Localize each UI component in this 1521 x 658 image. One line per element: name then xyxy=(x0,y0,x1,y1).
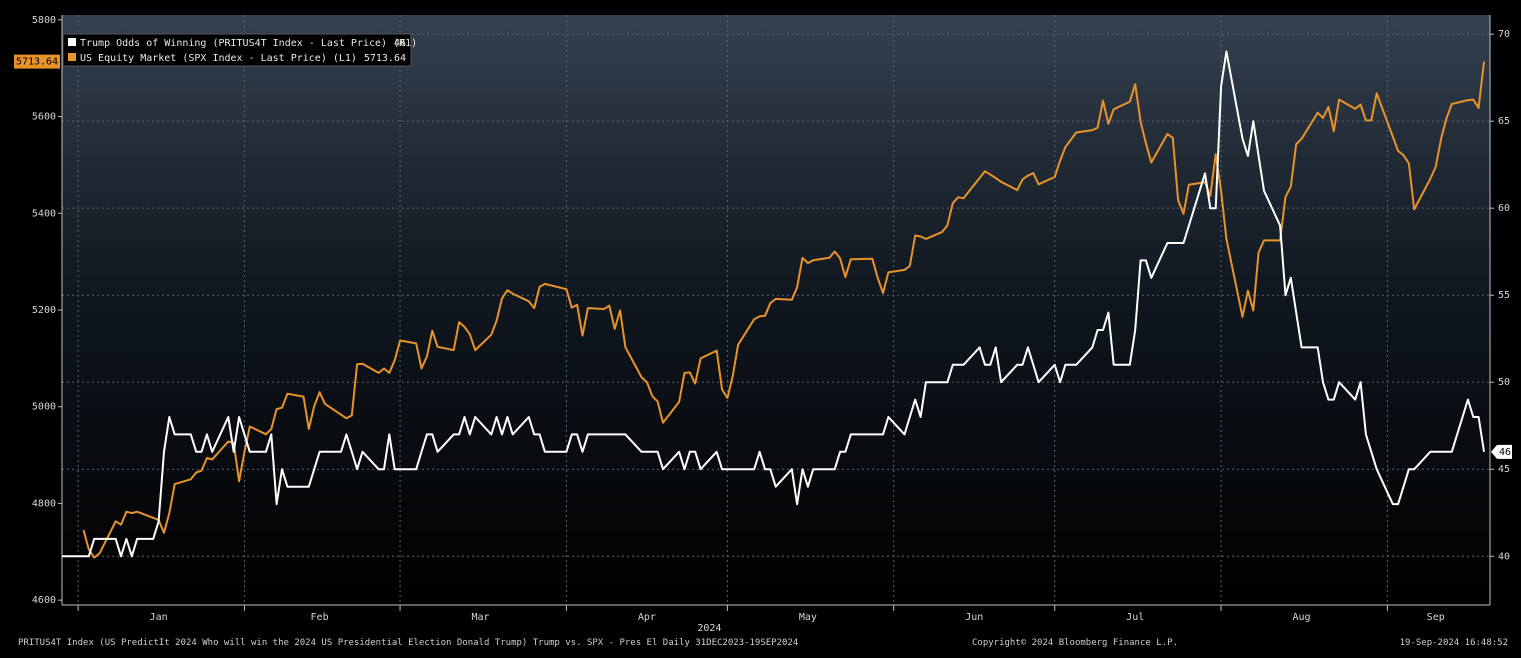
footer-description: PRITUS4T Index (US PredictIt 2024 Who wi… xyxy=(18,638,798,648)
right-last-value-badge xyxy=(1491,444,1512,459)
left-tick-label: 5800 xyxy=(32,15,56,26)
left-tick-label: 5600 xyxy=(32,112,56,123)
series-lines xyxy=(62,50,1485,559)
month-tick-label: Aug xyxy=(1293,612,1311,623)
right-tick-label: 50 xyxy=(1498,377,1510,388)
left-last-value-badge xyxy=(14,54,60,69)
legend-label-trump: Trump Odds of Winning (PRITUS4T Index - … xyxy=(80,38,417,49)
footer-copyright: Copyright© 2024 Bloomberg Finance L.P. xyxy=(972,638,1178,648)
right-tick-label: 55 xyxy=(1498,290,1510,301)
right-last-value-text: 46 xyxy=(1499,447,1511,458)
month-tick-label: Jun xyxy=(965,612,983,623)
legend-value-spx: 5713.64 xyxy=(364,53,406,64)
axes: 4600 4800 5000 5200 5400 5600 5800 40 45 50 55 60 65… xyxy=(32,15,1510,634)
footer: PRITUS4T Index (US PredictIt 2024 Who wi… xyxy=(18,638,1508,648)
legend-swatch-spx xyxy=(68,53,76,61)
legend-label-spx: US Equity Market (SPX Index - Last Price… xyxy=(80,53,357,64)
right-tick-label: 60 xyxy=(1498,203,1510,214)
year-label: 2024 xyxy=(697,623,721,634)
month-tick-label: Sep xyxy=(1427,612,1445,623)
trump-odds-series-line xyxy=(62,50,1485,558)
right-tick-label: 40 xyxy=(1498,551,1510,562)
month-tick-label: May xyxy=(799,612,817,623)
left-tick-label: 5200 xyxy=(32,305,56,316)
left-tick-label: 4800 xyxy=(32,498,56,509)
spx-series-line xyxy=(82,61,1485,559)
legend-value-trump: 46 xyxy=(394,38,406,49)
month-tick-label: Feb xyxy=(311,612,329,623)
right-tick-label: 65 xyxy=(1498,116,1510,127)
legend-box xyxy=(62,33,412,67)
legend: Trump Odds of Winning (PRITUS4T Index - … xyxy=(62,33,417,67)
left-tick-label: 5000 xyxy=(32,402,56,413)
month-tick-label: Jul xyxy=(1126,612,1144,623)
last-value-badges: 5713.64 46 xyxy=(14,54,1512,459)
footer-timestamp: 19-Sep-2024 16:48:52 xyxy=(1400,638,1508,648)
left-tick-label: 4600 xyxy=(32,595,56,606)
month-tick-label: Apr xyxy=(638,612,656,623)
right-tick-label: 70 xyxy=(1498,29,1510,40)
left-last-value-text: 5713.64 xyxy=(16,57,58,68)
right-tick-label: 45 xyxy=(1498,464,1510,475)
plot-background xyxy=(62,15,1490,605)
left-tick-label: 5400 xyxy=(32,208,56,219)
month-tick-label: Mar xyxy=(472,612,490,623)
month-tick-label: Jan xyxy=(150,612,168,623)
legend-swatch-trump xyxy=(68,38,76,46)
grid-lines xyxy=(62,15,1490,605)
